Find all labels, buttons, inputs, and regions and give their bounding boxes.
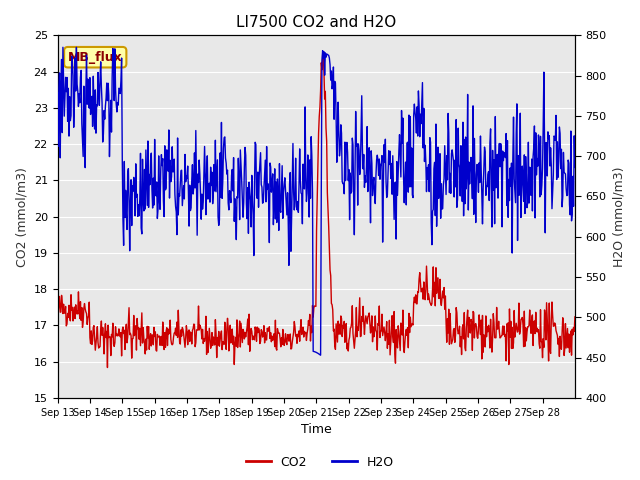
- Title: LI7500 CO2 and H2O: LI7500 CO2 and H2O: [236, 15, 396, 30]
- Y-axis label: CO2 (mmol/m3): CO2 (mmol/m3): [15, 167, 28, 266]
- Legend: CO2, H2O: CO2, H2O: [241, 451, 399, 474]
- X-axis label: Time: Time: [301, 423, 332, 436]
- Y-axis label: H2O (mmol/m3): H2O (mmol/m3): [612, 167, 625, 267]
- Text: MB_flux: MB_flux: [68, 51, 123, 64]
